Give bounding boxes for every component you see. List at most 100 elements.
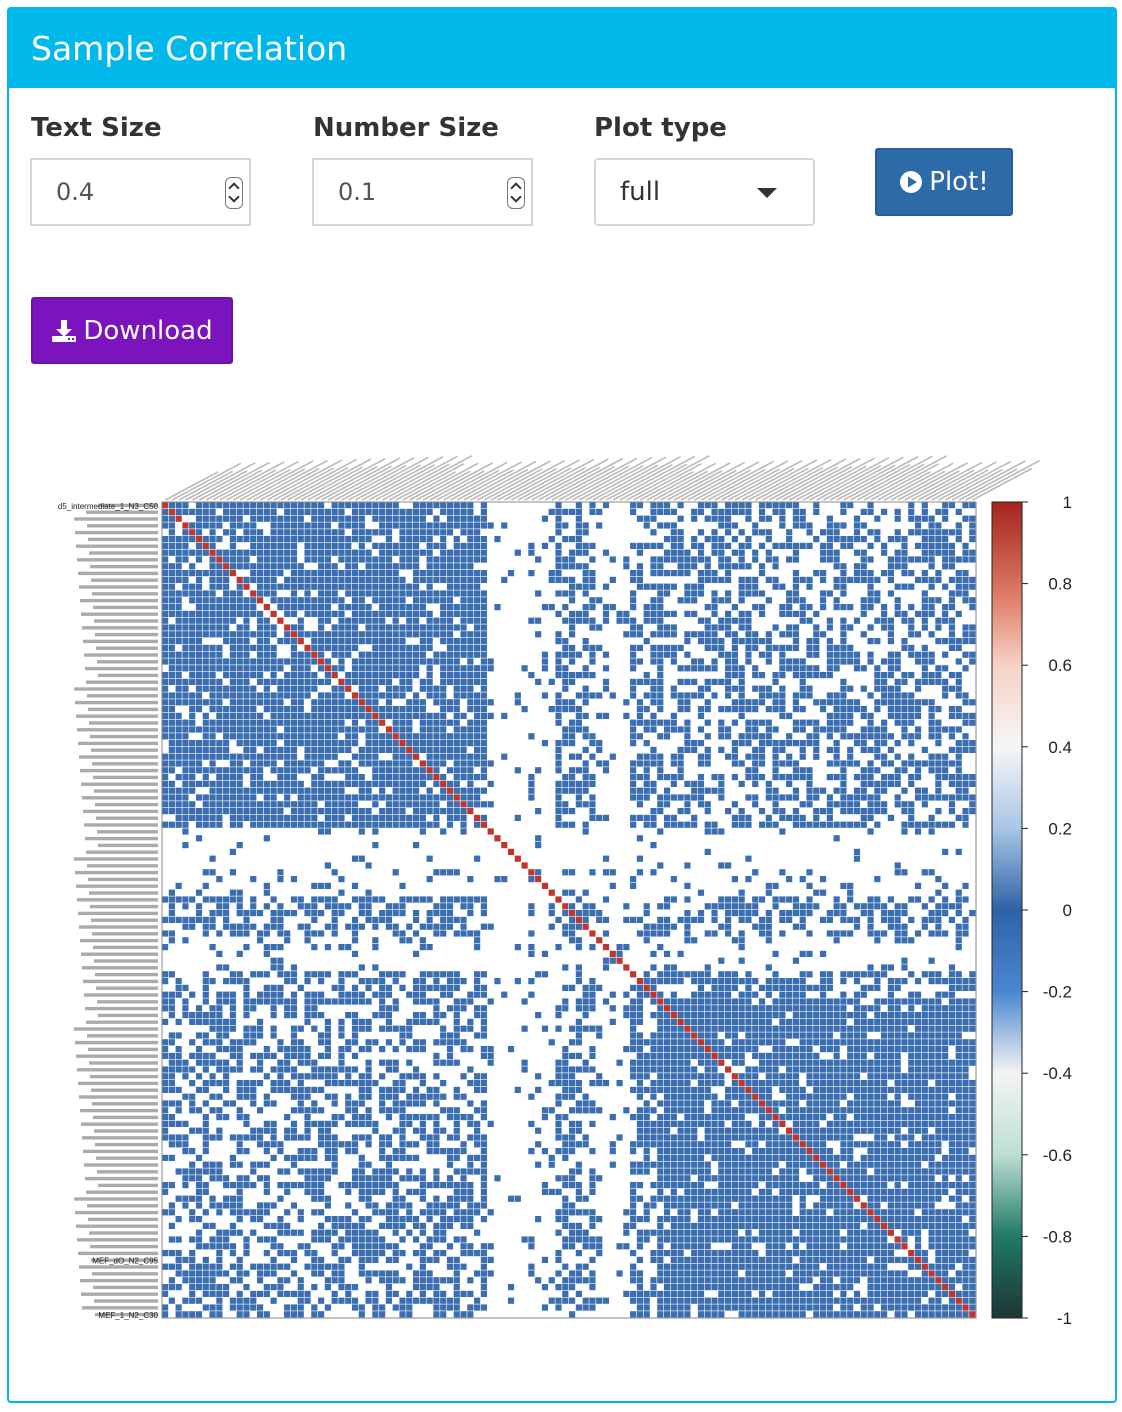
heatmap-cell: [243, 597, 250, 604]
heatmap-cell: [419, 644, 426, 651]
heatmap-cell: [446, 719, 454, 726]
heatmap-cell: [209, 678, 216, 685]
heatmap-cell: [955, 522, 962, 529]
heatmap-cell: [630, 719, 637, 726]
heatmap-cell: [358, 665, 365, 672]
heatmap-cell: [887, 692, 894, 699]
heatmap-cell: [297, 604, 304, 611]
heatmap-cell: [270, 536, 277, 543]
heatmap-cell: [216, 549, 223, 556]
heatmap-cell: [195, 678, 203, 685]
plot-type-select[interactable]: full: [594, 158, 815, 226]
heatmap-cell: [202, 1012, 209, 1019]
heatmap-cell: [236, 1039, 243, 1046]
heatmap-cell: [962, 502, 969, 509]
heatmap-cell: [324, 1025, 331, 1032]
number-size-spinner[interactable]: [507, 177, 525, 209]
text-size-spinner[interactable]: [225, 177, 243, 209]
heatmap-cell: [480, 760, 487, 767]
heatmap-cell: [853, 576, 861, 583]
heatmap-cell: [833, 651, 840, 658]
heatmap-cell: [650, 508, 657, 515]
heatmap-cell: [460, 638, 467, 645]
heatmap-cell: [840, 576, 847, 583]
heatmap-cell: [379, 1209, 386, 1216]
heatmap-cell: [399, 1277, 406, 1284]
heatmap-cell: [725, 590, 732, 597]
heatmap-cell: [216, 1229, 223, 1236]
heatmap-cell: [406, 556, 413, 563]
heatmap-cell: [379, 1311, 386, 1318]
heatmap-cell: [379, 1168, 386, 1175]
heatmap-cell: [372, 1202, 379, 1209]
heatmap-cell: [501, 576, 508, 583]
heatmap-cell: [385, 1222, 393, 1229]
heatmap-cell: [650, 678, 657, 685]
row-label: [89, 551, 158, 555]
heatmap-cell: [691, 563, 698, 570]
heatmap-cell: [338, 971, 345, 978]
heatmap-cell: [256, 1127, 264, 1134]
heatmap-cell: [263, 583, 270, 590]
heatmap-cell: [189, 1039, 196, 1046]
heatmap-cell: [311, 787, 318, 794]
heatmap-cell: [555, 542, 562, 549]
heatmap-cell: [284, 522, 291, 529]
heatmap-cell: [718, 651, 725, 658]
heatmap-cell: [840, 678, 847, 685]
heatmap-cell: [365, 610, 372, 617]
heatmap-cell: [250, 1039, 257, 1046]
heatmap-cell: [189, 1216, 196, 1223]
heatmap-cell: [189, 814, 196, 821]
heatmap-cell: [948, 529, 956, 536]
heatmap-cell: [365, 1107, 372, 1114]
heatmap-cell: [412, 549, 420, 556]
heatmap-cell: [365, 529, 372, 536]
heatmap-cell: [440, 760, 447, 767]
heatmap-cell: [162, 583, 169, 590]
heatmap-cell: [372, 1290, 379, 1297]
heatmap-cell: [223, 1025, 230, 1032]
heatmap-cell: [202, 896, 209, 903]
heatmap-cell: [786, 644, 793, 651]
heatmap-cell: [745, 563, 752, 570]
number-size-input[interactable]: 0.1: [312, 158, 533, 226]
heatmap-cell: [311, 1263, 318, 1270]
heatmap-cell: [392, 780, 399, 787]
heatmap-cell: [731, 746, 738, 753]
heatmap-cell: [250, 542, 257, 549]
download-button[interactable]: Download: [31, 297, 233, 364]
column-label: [382, 463, 450, 501]
heatmap-cell: [175, 746, 182, 753]
heatmap-cell: [555, 576, 562, 583]
heatmap-cell: [372, 733, 379, 740]
heatmap-cell: [195, 1018, 203, 1025]
heatmap-cell: [392, 1025, 399, 1032]
heatmap-cell: [175, 774, 182, 781]
heatmap-cell: [358, 1025, 365, 1032]
heatmap-cell: [426, 1134, 433, 1141]
heatmap-cell: [324, 814, 331, 821]
row-label: [94, 959, 158, 963]
plot-button[interactable]: Plot!: [875, 148, 1013, 216]
heatmap-cell: [460, 570, 467, 577]
text-size-input[interactable]: 0.4: [30, 158, 251, 226]
heatmap-cell: [168, 1202, 175, 1209]
heatmap-cell: [792, 508, 800, 515]
heatmap-cell: [663, 610, 671, 617]
heatmap-cell: [284, 740, 291, 747]
heatmap-cell: [399, 1297, 406, 1304]
heatmap-cell: [826, 542, 833, 549]
heatmap-cell: [786, 760, 793, 767]
heatmap-cell: [175, 692, 182, 699]
heatmap-cell: [657, 672, 664, 679]
heatmap-cell: [372, 1039, 379, 1046]
heatmap-cell: [331, 910, 338, 917]
heatmap-cell: [826, 644, 833, 651]
heatmap-cell: [209, 1168, 216, 1175]
heatmap-cell: [691, 692, 698, 699]
heatmap-cell: [691, 515, 698, 522]
heatmap-cell: [433, 1114, 440, 1121]
heatmap-cell: [657, 570, 664, 577]
heatmap-cell: [786, 536, 793, 543]
